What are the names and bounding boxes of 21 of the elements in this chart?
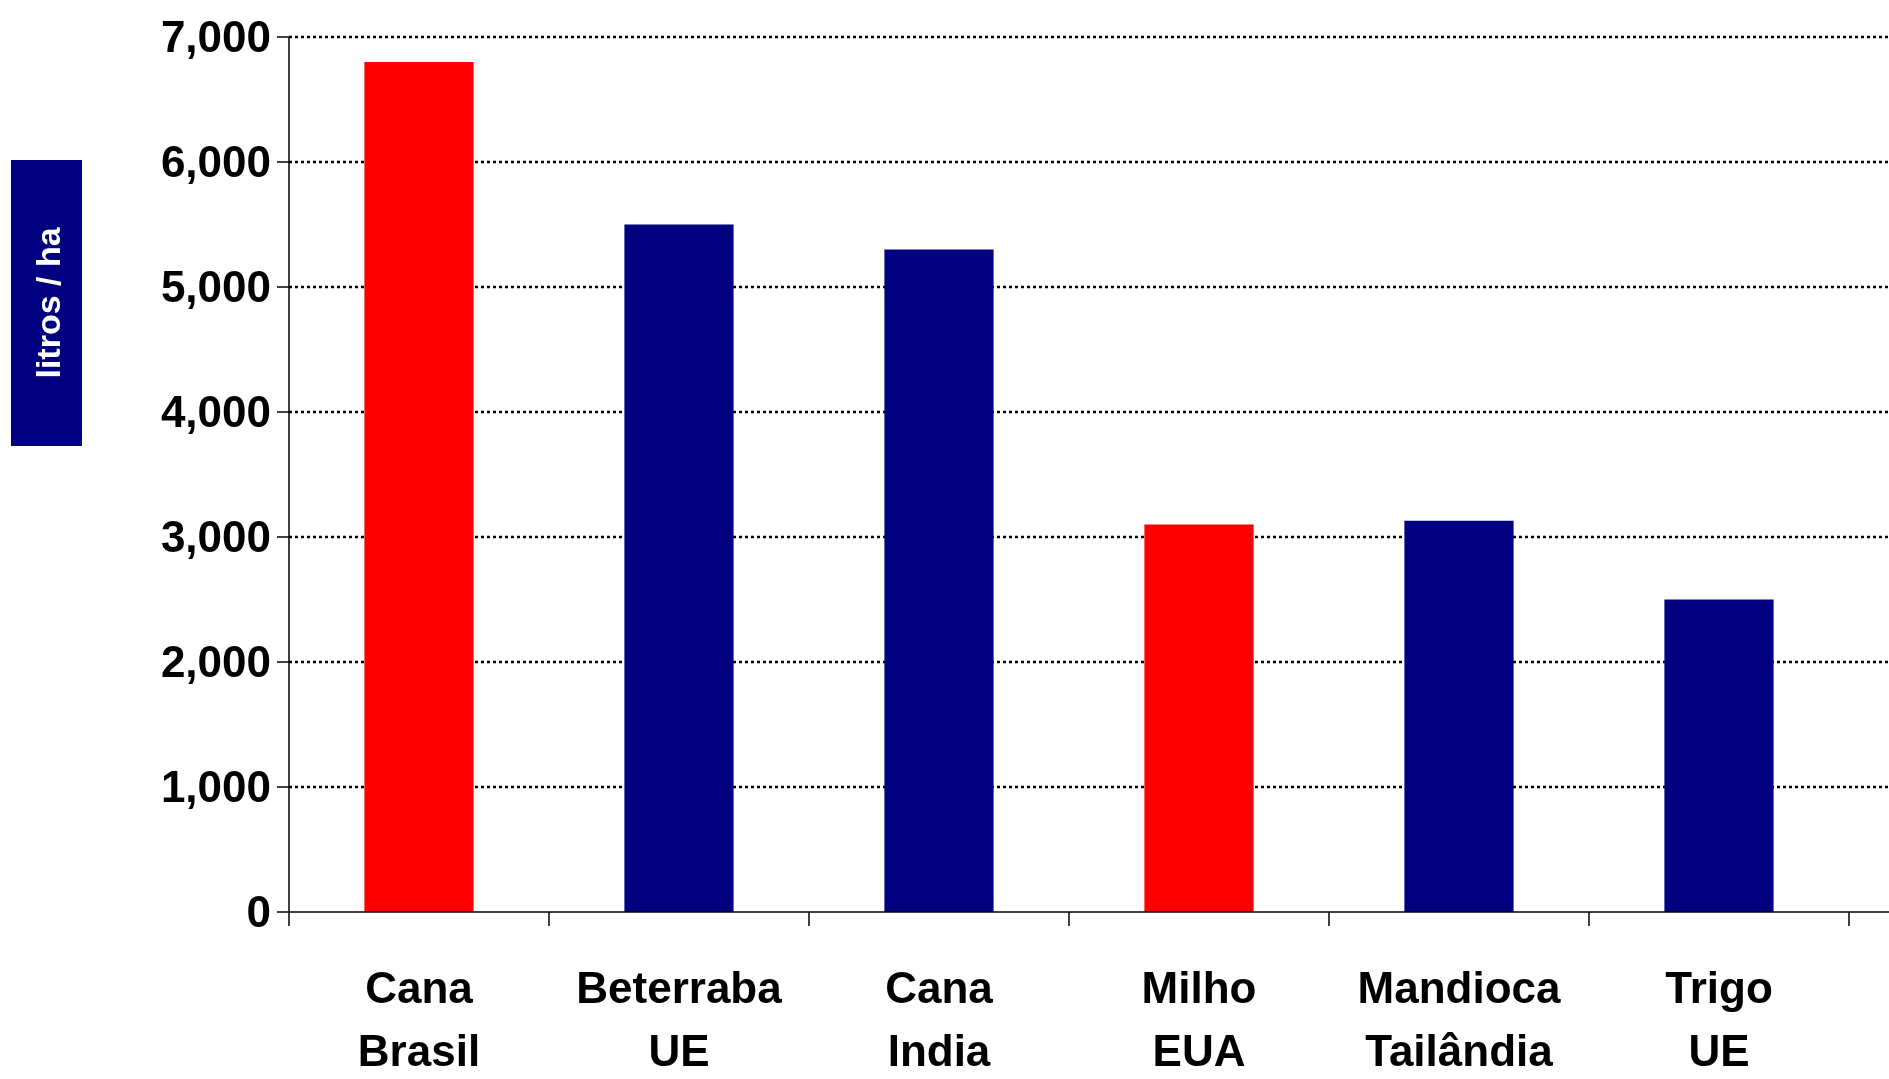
bar (624, 224, 734, 912)
y-tick-label: 0 (246, 887, 271, 937)
x-tick-label: Trigo UE (1665, 963, 1773, 1075)
y-tick-label: 5,000 (160, 262, 271, 312)
y-tick-label: 6,000 (160, 137, 271, 187)
y-tick-label: 7,000 (160, 12, 271, 62)
x-tick-label: Milho EUA (1141, 963, 1257, 1075)
bar (1144, 524, 1254, 912)
x-tick-label: Mandioca Tailândia (1357, 963, 1561, 1075)
x-tick-label: Beterraba UE (576, 963, 783, 1075)
x-tick-label: Cana India (885, 963, 994, 1075)
bar (884, 249, 994, 912)
bar (1404, 520, 1514, 912)
y-tick-label: 4,000 (160, 387, 271, 437)
y-tick-label: 1,000 (160, 762, 271, 812)
y-axis-title: litros / ha (29, 226, 67, 379)
y-tick-label: 3,000 (160, 512, 271, 562)
x-tick-label: Cana Brasil (357, 963, 481, 1075)
y-tick-label: 2,000 (160, 637, 271, 687)
bar (364, 62, 474, 912)
bar (1664, 599, 1774, 912)
